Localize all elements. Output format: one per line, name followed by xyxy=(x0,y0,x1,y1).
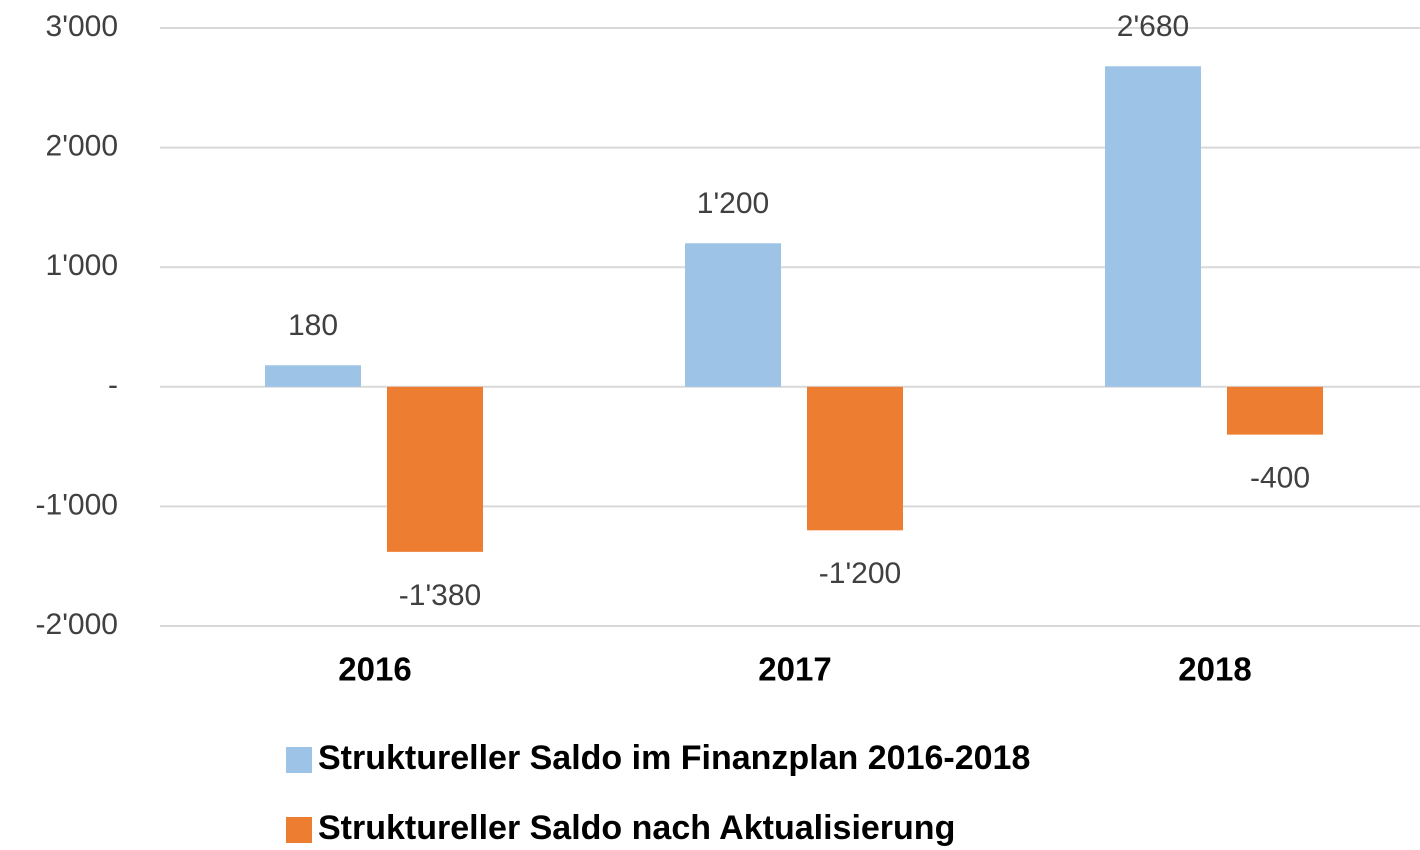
bar xyxy=(1105,66,1201,387)
legend-swatch xyxy=(286,817,312,843)
x-tick-label: 2017 xyxy=(758,651,831,688)
y-tick-label: 1'000 xyxy=(46,249,118,282)
y-tick-label: 3'000 xyxy=(46,10,118,43)
data-label: -1'380 xyxy=(399,579,481,612)
bar xyxy=(1227,386,1323,435)
bar xyxy=(807,386,903,531)
bar xyxy=(685,243,781,387)
data-label: 1'200 xyxy=(697,187,769,220)
y-tick-label: 2'000 xyxy=(46,130,118,163)
bar xyxy=(265,365,361,387)
y-tick-label: - xyxy=(108,369,118,402)
legend-label: Struktureller Saldo nach Aktualisierung xyxy=(318,809,955,847)
legend-label: Struktureller Saldo im Finanzplan 2016-2… xyxy=(318,739,1030,777)
data-label: -1'200 xyxy=(819,557,901,590)
data-label: 180 xyxy=(288,309,338,342)
x-tick-label: 2016 xyxy=(338,651,411,688)
y-tick-label: -2'000 xyxy=(36,608,118,641)
x-tick-label: 2018 xyxy=(1178,651,1251,688)
bar xyxy=(387,386,483,552)
data-label: 2'680 xyxy=(1117,10,1189,43)
legend-swatch xyxy=(286,747,312,773)
data-label: -400 xyxy=(1250,462,1310,495)
y-tick-label: -1'000 xyxy=(36,488,118,521)
